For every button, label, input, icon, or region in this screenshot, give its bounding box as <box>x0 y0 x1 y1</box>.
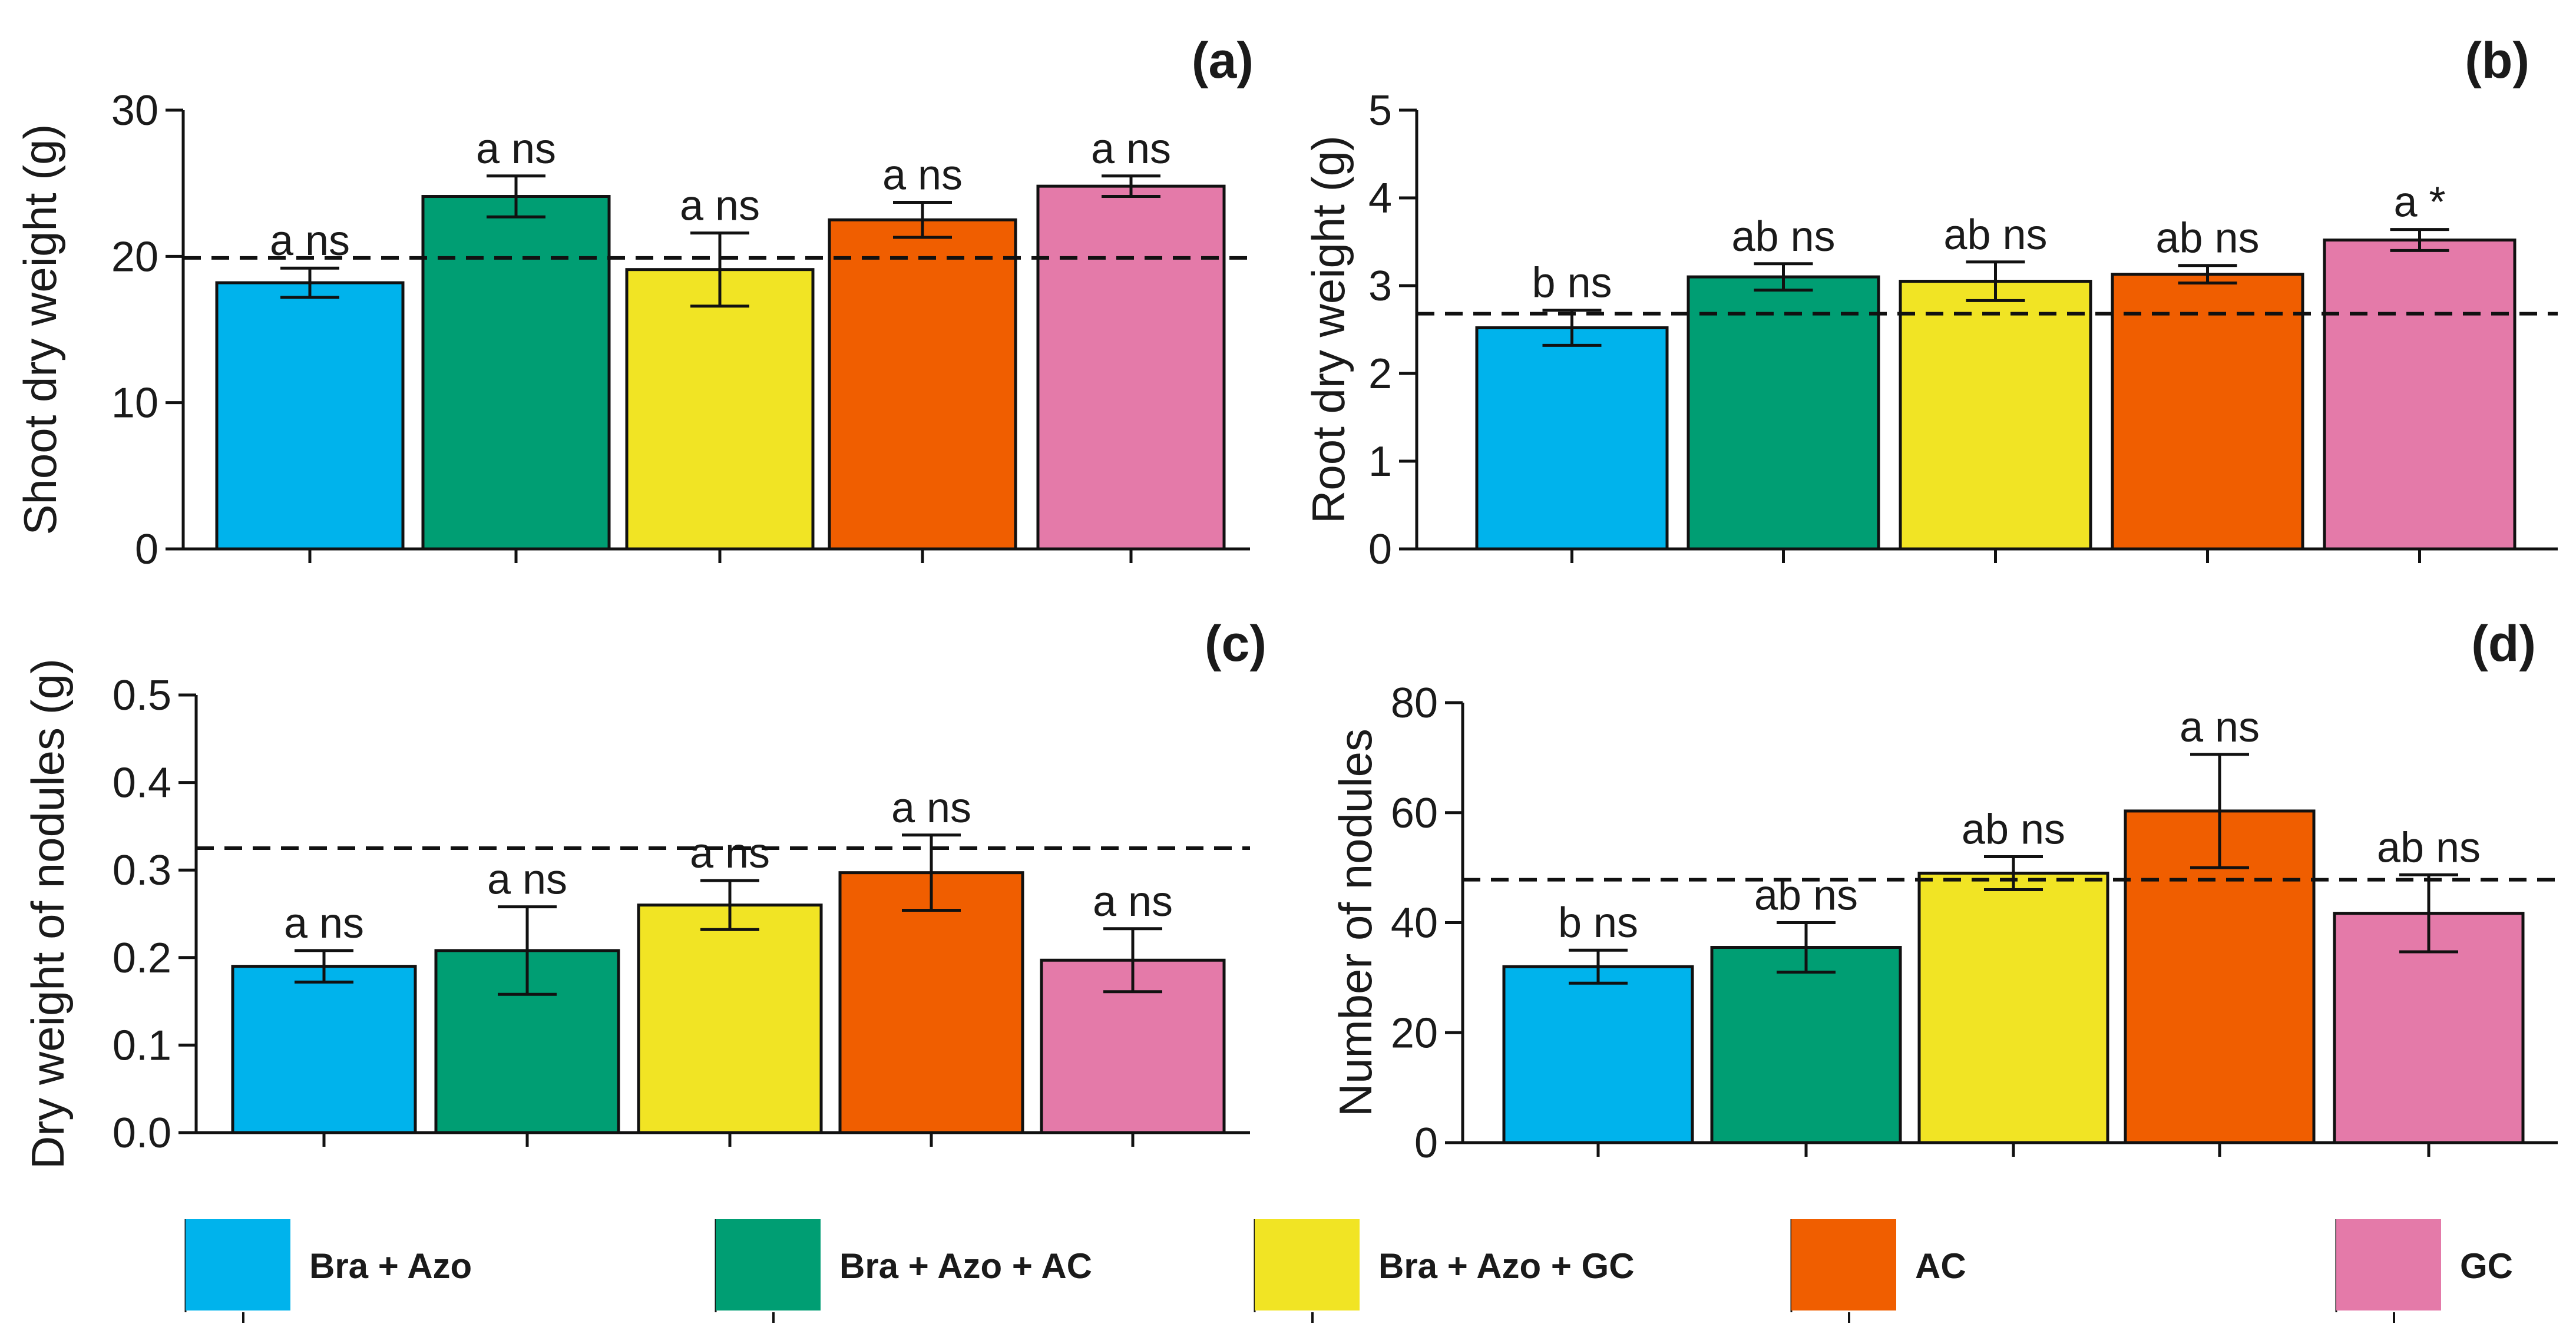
y-axis-title: Root dry weight (g) <box>1302 135 1354 524</box>
panel-a: 0 10 20 30 Shoot dry weight (g) (a) a ns a ns a … <box>14 32 1254 573</box>
y-axis-title: Dry weight of nodules (g) <box>22 658 74 1169</box>
significance-label: a ns <box>891 785 971 832</box>
legend-item: GC <box>2335 1219 2513 1323</box>
significance-label: ab ns <box>2377 824 2481 871</box>
y-tick-label: 0.0 <box>113 1110 171 1157</box>
panel-b: 0 1 2 3 4 5 Root dry weight (g) (b) b ns ab ns ab … <box>1302 32 2558 573</box>
bar-4 <box>2111 273 2304 551</box>
y-tick-label: 10 <box>111 380 158 427</box>
y-tick-label: 20 <box>111 233 158 280</box>
y-tick-label: 1 <box>1368 438 1392 485</box>
y-axis-title: Number of nodules <box>1330 729 1381 1117</box>
legend-swatch <box>2336 1219 2441 1310</box>
significance-label: ab ns <box>1943 211 2047 259</box>
bar-5 <box>2323 239 2517 551</box>
bar-3 <box>625 268 815 551</box>
significance-label: a * <box>2393 179 2445 226</box>
y-tick-label: 4 <box>1368 175 1392 222</box>
bar-3 <box>1917 871 2109 1144</box>
significance-label: a ns <box>680 183 760 230</box>
legend-label: AC <box>1915 1246 1966 1286</box>
significance-label: a ns <box>690 830 770 877</box>
y-tick-label: 0 <box>1414 1120 1438 1167</box>
y-tick-label: 30 <box>111 87 158 134</box>
significance-label: b ns <box>1558 899 1638 947</box>
legend-label: GC <box>2460 1246 2513 1286</box>
bar-1 <box>1475 326 1669 551</box>
y-tick-label: 40 <box>1391 900 1438 947</box>
significance-label: a ns <box>487 856 567 904</box>
y-tick-label: 2 <box>1368 350 1392 398</box>
y-tick-label: 5 <box>1368 87 1392 134</box>
legend-item: Bra + Azo + AC <box>715 1219 1092 1323</box>
y-tick-label: 20 <box>1391 1010 1438 1057</box>
bar-2 <box>421 195 611 551</box>
significance-label: ab ns <box>2155 215 2259 262</box>
significance-label: a ns <box>1091 125 1171 173</box>
bar-1 <box>215 281 405 551</box>
legend-label: Bra + Azo + AC <box>839 1246 1092 1286</box>
legend-swatch <box>186 1219 290 1310</box>
y-tick-label: 0 <box>1368 526 1392 573</box>
bar-3 <box>637 904 823 1134</box>
bar-4 <box>828 218 1017 551</box>
significance-label: a ns <box>2180 704 2260 751</box>
y-tick-label: 0.3 <box>113 847 171 894</box>
y-axis-title: Shoot dry weight (g) <box>14 124 66 535</box>
bar-3 <box>1899 280 2092 551</box>
significance-label: a ns <box>284 900 364 947</box>
y-tick-label: 3 <box>1368 263 1392 310</box>
y-tick-label: 0 <box>135 526 158 573</box>
legend-item: AC <box>1790 1219 1966 1323</box>
significance-label: ab ns <box>1962 806 2065 853</box>
legend: Bra + Azo Bra + Azo + AC Bra + Azo + GC AC G… <box>184 1219 2513 1323</box>
bar-5 <box>1036 184 1226 551</box>
bar-2 <box>1710 946 1902 1144</box>
panel-label: (b) <box>2465 32 2529 89</box>
y-tick-label: 0.1 <box>113 1022 171 1069</box>
bar-2 <box>1687 275 1880 551</box>
bar-1 <box>1502 965 1694 1144</box>
panel-c: 0.0 0.1 0.2 0.3 0.4 0.5 Dry weight of nodules … <box>22 615 1266 1169</box>
y-tick-label: 0.2 <box>113 935 171 982</box>
bar-4 <box>838 871 1024 1134</box>
significance-label: a ns <box>476 125 556 173</box>
significance-label: b ns <box>1532 260 1612 307</box>
legend-swatch <box>1791 1219 1896 1310</box>
significance-label: a ns <box>1093 878 1173 925</box>
legend-label: Bra + Azo + GC <box>1378 1246 1635 1286</box>
legend-item: Bra + Azo <box>184 1219 472 1323</box>
panel-label: (a) <box>1192 32 1254 89</box>
significance-label: ab ns <box>1731 213 1835 260</box>
y-tick-label: 0.4 <box>113 760 171 807</box>
bar-1 <box>231 965 417 1134</box>
y-tick-label: 80 <box>1391 680 1438 727</box>
panel-label: (c) <box>1205 615 1266 672</box>
panel-label: (d) <box>2471 615 2536 672</box>
legend-swatch <box>1255 1219 1360 1310</box>
significance-label: a ns <box>882 151 963 198</box>
legend-label: Bra + Azo <box>309 1246 472 1286</box>
legend-item: Bra + Azo + GC <box>1254 1219 1635 1323</box>
legend-swatch <box>716 1219 821 1310</box>
y-tick-label: 60 <box>1391 790 1438 837</box>
y-tick-label: 0.5 <box>113 672 171 719</box>
